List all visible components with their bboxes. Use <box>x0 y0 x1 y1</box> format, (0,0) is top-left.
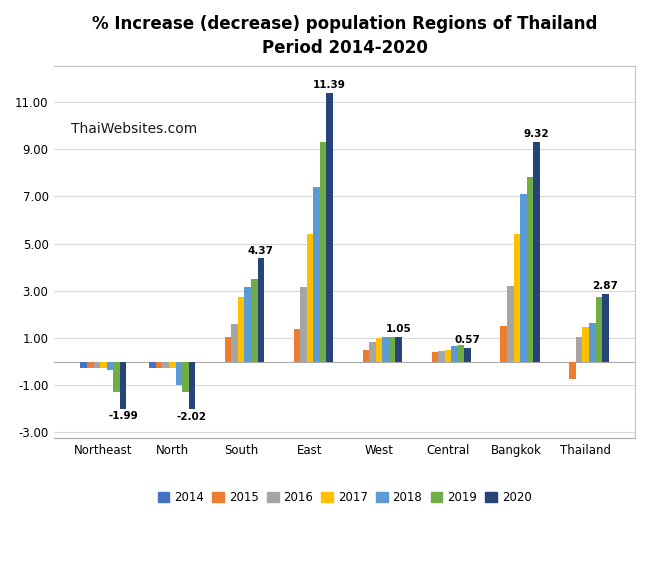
Bar <box>113 362 120 392</box>
Bar <box>300 288 307 362</box>
Bar <box>602 294 608 362</box>
Bar <box>225 337 231 362</box>
Bar <box>87 362 94 367</box>
Bar <box>389 337 395 362</box>
Bar <box>307 234 313 362</box>
Bar <box>176 362 182 385</box>
Bar <box>326 93 333 362</box>
Bar <box>81 362 87 367</box>
Text: 2.87: 2.87 <box>592 281 618 291</box>
Bar <box>363 350 369 362</box>
Text: 1.05: 1.05 <box>385 324 411 334</box>
Bar <box>514 234 520 362</box>
Bar <box>507 286 514 362</box>
Bar <box>182 362 188 392</box>
Bar <box>294 329 300 362</box>
Bar <box>257 259 264 362</box>
Text: -1.99: -1.99 <box>108 411 138 422</box>
Bar <box>520 194 526 362</box>
Bar <box>162 362 169 367</box>
Text: 0.57: 0.57 <box>454 336 480 345</box>
Bar <box>120 362 126 409</box>
Bar <box>445 350 451 362</box>
Bar <box>576 337 582 362</box>
Bar <box>376 338 382 362</box>
Bar <box>244 288 251 362</box>
Bar <box>94 362 100 367</box>
Bar <box>107 362 113 370</box>
Bar <box>156 362 162 367</box>
Bar <box>369 341 376 362</box>
Bar <box>100 362 107 367</box>
Bar <box>432 352 438 362</box>
Bar <box>169 362 176 367</box>
Bar <box>438 351 445 362</box>
Bar <box>451 346 458 362</box>
Text: -2.02: -2.02 <box>177 412 207 422</box>
Bar <box>231 324 238 362</box>
Bar <box>313 187 320 362</box>
Bar <box>595 297 602 362</box>
Bar <box>582 327 589 362</box>
Bar <box>251 279 257 362</box>
Bar <box>382 337 389 362</box>
Bar <box>533 142 540 362</box>
Bar <box>320 142 326 362</box>
Bar <box>500 326 507 362</box>
Text: 11.39: 11.39 <box>313 80 346 90</box>
Text: ThaiWebsites.com: ThaiWebsites.com <box>72 122 198 136</box>
Text: 9.32: 9.32 <box>524 128 549 139</box>
Bar <box>395 337 402 362</box>
Bar <box>238 297 244 362</box>
Title: % Increase (decrease) population Regions of Thailand
Period 2014-2020: % Increase (decrease) population Regions… <box>92 15 597 57</box>
Bar <box>150 362 156 367</box>
Legend: 2014, 2015, 2016, 2017, 2018, 2019, 2020: 2014, 2015, 2016, 2017, 2018, 2019, 2020 <box>151 485 538 510</box>
Text: 4.37: 4.37 <box>248 246 274 256</box>
Bar <box>589 323 595 362</box>
Bar <box>188 362 195 409</box>
Bar <box>569 362 576 379</box>
Bar <box>458 345 464 362</box>
Bar <box>526 178 533 362</box>
Bar <box>464 348 471 362</box>
